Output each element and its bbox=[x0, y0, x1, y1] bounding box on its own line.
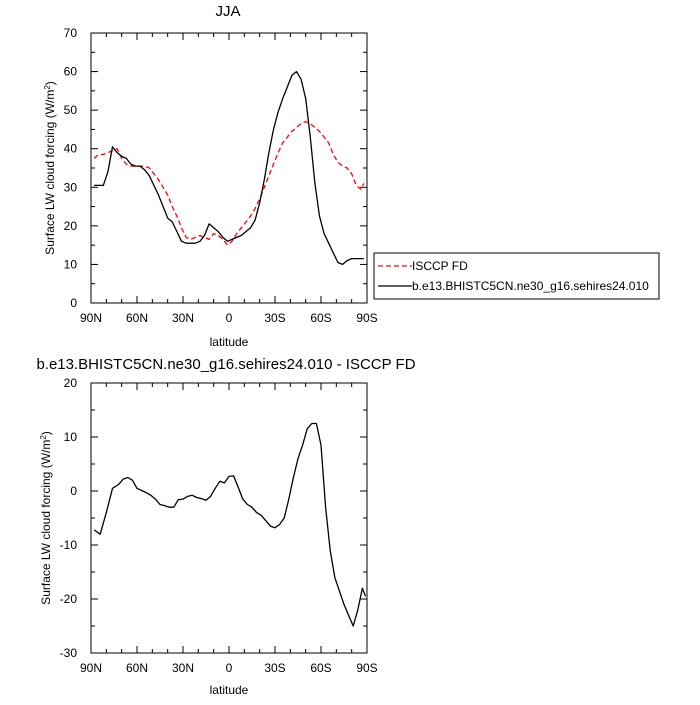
bottom-y-tick-labels: -30 -20 -10 0 10 20 bbox=[60, 376, 78, 660]
top-axis-ticks bbox=[90, 32, 368, 304]
top-y-axis-label-main: Surface LW cloud forcing (W/m bbox=[43, 90, 57, 255]
x-tick-label: 30S bbox=[264, 311, 285, 325]
top-x-axis-label: latitude bbox=[210, 335, 249, 349]
top-y-axis-label-sup: 2 bbox=[43, 85, 52, 90]
y-tick-label: 70 bbox=[64, 26, 78, 40]
y-tick-label: 10 bbox=[64, 430, 78, 444]
y-tick-label: -20 bbox=[60, 592, 78, 606]
x-tick-label: 90N bbox=[80, 311, 102, 325]
y-tick-label: 40 bbox=[64, 142, 78, 156]
top-x-tick-labels: 90N 60N 30N 0 30S 60S 90S bbox=[80, 311, 378, 325]
x-tick-label: 0 bbox=[226, 311, 233, 325]
bottom-series-line-0 bbox=[93, 422, 367, 627]
top-y-tick-labels: 0 10 20 30 40 50 60 70 bbox=[64, 26, 78, 310]
top-series-line-0 bbox=[93, 121, 365, 246]
y-tick-label: 30 bbox=[64, 180, 78, 194]
bottom-panel: b.e13.BHISTC5CN.ne30_g16.sehires24.010 -… bbox=[36, 356, 415, 697]
x-tick-label: 90N bbox=[80, 661, 102, 675]
y-tick-label: 0 bbox=[70, 296, 77, 310]
y-tick-label: 50 bbox=[64, 103, 78, 117]
bottom-y-axis-label-end: ) bbox=[39, 431, 53, 435]
x-tick-label: 60N bbox=[126, 661, 148, 675]
x-tick-label: 30N bbox=[172, 661, 194, 675]
x-tick-label: 0 bbox=[226, 661, 233, 675]
top-chart-title: JJA bbox=[215, 3, 240, 20]
bottom-plot-frame bbox=[90, 382, 368, 654]
bottom-y-axis-label-main: Surface LW cloud forcing (W/m bbox=[39, 440, 53, 605]
bottom-y-axis-label-sup: 2 bbox=[39, 435, 48, 440]
bottom-y-axis-label: Surface LW cloud forcing (W/m2) bbox=[39, 431, 54, 605]
legend-box bbox=[373, 252, 660, 300]
legend: ISCCP FD b.e13.BHISTC5CN.ne30_g16.sehire… bbox=[373, 252, 660, 300]
x-tick-label: 30S bbox=[264, 661, 285, 675]
x-tick-label: 60N bbox=[126, 311, 148, 325]
top-y-axis-label: Surface LW cloud forcing (W/m2) bbox=[43, 81, 58, 255]
x-tick-label: 90S bbox=[356, 661, 377, 675]
y-tick-label: 10 bbox=[64, 257, 78, 271]
x-tick-label: 60S bbox=[310, 661, 331, 675]
legend-label-isccp: ISCCP FD bbox=[412, 259, 468, 273]
y-tick-label: 60 bbox=[64, 65, 78, 79]
bottom-series-lines bbox=[93, 422, 367, 627]
x-tick-label: 30N bbox=[172, 311, 194, 325]
bottom-chart-title: b.e13.BHISTC5CN.ne30_g16.sehires24.010 -… bbox=[36, 356, 415, 373]
legend-label-model: b.e13.BHISTC5CN.ne30_g16.sehires24.010 bbox=[412, 279, 649, 293]
top-series-lines bbox=[93, 70, 365, 266]
x-tick-label: 90S bbox=[356, 311, 377, 325]
y-tick-label: 20 bbox=[64, 219, 78, 233]
top-panel: JJA 90N 60N 30N 0 30S 60S 90S 010203040506070 … bbox=[43, 3, 378, 349]
y-tick-label: -30 bbox=[60, 646, 78, 660]
bottom-x-axis-label: latitude bbox=[210, 683, 249, 697]
y-tick-label: -10 bbox=[60, 538, 78, 552]
y-tick-label: 20 bbox=[64, 376, 78, 390]
x-tick-label: 60S bbox=[310, 311, 331, 325]
top-y-axis-label-end: ) bbox=[43, 81, 57, 85]
bottom-x-tick-labels: 90N 60N 30N 0 30S 60S 90S bbox=[80, 661, 378, 675]
top-series-line-1 bbox=[94, 70, 364, 266]
y-tick-label: 0 bbox=[70, 484, 77, 498]
bottom-axis-ticks bbox=[90, 382, 368, 654]
top-plot-frame bbox=[90, 32, 368, 304]
